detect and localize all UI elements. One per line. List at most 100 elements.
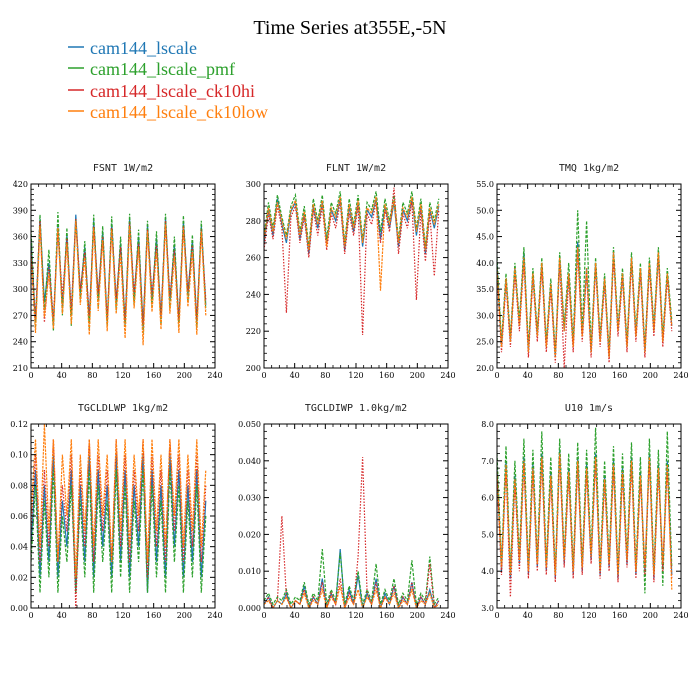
legend-item: cam144_lscale [68, 38, 197, 58]
y-tick-label: 3.0 [481, 604, 494, 613]
series-group [264, 187, 440, 335]
y-tick-label: 6.0 [481, 494, 494, 503]
y-tick-label: 360 [13, 233, 28, 242]
x-tick-label: 240 [440, 371, 455, 380]
chart-panel: FLNT 1W/m2 0 40 80 120 160 200 240 200 220 240 260 2… [246, 163, 456, 380]
x-tick-label: 120 [581, 611, 596, 620]
x-tick-label: 80 [87, 611, 97, 620]
x-tick-label: 160 [612, 611, 627, 620]
series-line [31, 454, 207, 593]
y-tick-label: 4.0 [481, 567, 494, 576]
panel-title: TGCLDIWP 1.0kg/m2 [305, 403, 407, 414]
x-tick-label: 160 [146, 611, 161, 620]
y-tick-label: 240 [246, 290, 261, 299]
x-tick-label: 40 [523, 611, 533, 620]
y-tick-label: 0.12 [10, 420, 28, 429]
panel-title: FSNT 1W/m2 [93, 163, 153, 174]
series-line [264, 191, 440, 247]
y-tick-label: 30.0 [476, 311, 494, 320]
x-tick-label: 0 [28, 611, 33, 620]
x-tick-label: 160 [146, 371, 161, 380]
y-tick-label: 0.000 [238, 604, 261, 613]
legend-label: cam144_lscale_pmf [90, 59, 235, 79]
legend-label: cam144_lscale [90, 38, 197, 58]
x-tick-label: 80 [553, 611, 563, 620]
series-group [497, 210, 673, 368]
y-tick-label: 0.020 [238, 530, 261, 539]
y-tick-label: 25.0 [476, 338, 494, 347]
y-tick-label: 270 [13, 311, 28, 320]
legend-label: cam144_lscale_ck10low [90, 102, 268, 122]
series-line [497, 247, 673, 358]
y-tick-label: 200 [246, 364, 261, 373]
y-tick-label: 0.10 [10, 451, 28, 460]
chart-panel: FSNT 1W/m2 0 40 80 120 160 200 240 210 240 270 300 3… [13, 163, 223, 380]
series-line [31, 439, 207, 608]
x-tick-label: 200 [410, 371, 425, 380]
y-tick-label: 260 [246, 254, 261, 263]
x-tick-label: 200 [643, 611, 658, 620]
y-tick-label: 45.0 [476, 233, 494, 242]
x-tick-label: 120 [581, 371, 596, 380]
x-tick-label: 40 [523, 371, 533, 380]
chart-panel: TGCLDLWP 1kg/m2 0 40 80 120 160 200 240 0.00 0.02… [10, 403, 222, 620]
x-tick-label: 200 [177, 611, 192, 620]
x-tick-label: 0 [261, 371, 266, 380]
x-tick-label: 160 [379, 371, 394, 380]
legend-item: cam144_lscale_ck10low [68, 102, 268, 122]
legend-label: cam144_lscale_ck10hi [90, 81, 255, 101]
x-tick-label: 240 [673, 611, 688, 620]
chart-panel: U10 1m/s 0 40 80 120 160 200 240 3.0 4.0 5.0 6.0 7.0… [481, 403, 688, 620]
y-tick-label: 240 [13, 338, 28, 347]
y-tick-label: 8.0 [481, 420, 494, 429]
y-tick-label: 300 [13, 285, 28, 294]
x-tick-label: 200 [177, 371, 192, 380]
series-line [31, 424, 207, 578]
x-tick-label: 160 [612, 371, 627, 380]
x-tick-label: 120 [115, 371, 130, 380]
x-tick-label: 80 [320, 371, 330, 380]
panel-title: FLNT 1W/m2 [326, 163, 386, 174]
x-tick-label: 240 [673, 371, 688, 380]
x-tick-label: 40 [57, 371, 67, 380]
x-tick-label: 40 [290, 371, 300, 380]
legend-item: cam144_lscale_pmf [68, 59, 235, 79]
x-tick-label: 200 [410, 611, 425, 620]
x-tick-label: 120 [348, 371, 363, 380]
x-tick-label: 160 [379, 611, 394, 620]
y-tick-label: 0.010 [238, 567, 261, 576]
figure-title: Time Series at355E,-5N [253, 17, 446, 39]
y-tick-label: 0.04 [10, 543, 28, 552]
y-tick-label: 300 [246, 180, 261, 189]
series-line [264, 585, 440, 608]
series-group [31, 424, 207, 608]
x-tick-label: 240 [207, 371, 222, 380]
y-tick-label: 5.0 [481, 530, 494, 539]
y-tick-label: 220 [246, 327, 261, 336]
y-tick-label: 0.00 [10, 604, 28, 613]
y-tick-label: 0.040 [238, 457, 261, 466]
y-tick-label: 0.06 [10, 512, 28, 521]
y-tick-label: 210 [13, 364, 28, 373]
x-tick-label: 0 [261, 611, 266, 620]
y-tick-label: 20.0 [476, 364, 494, 373]
x-tick-label: 80 [87, 371, 97, 380]
y-tick-label: 7.0 [481, 457, 494, 466]
panel-title: TMQ 1kg/m2 [559, 163, 619, 174]
x-tick-label: 240 [440, 611, 455, 620]
x-tick-label: 0 [494, 611, 499, 620]
series-group [264, 457, 440, 608]
x-tick-label: 40 [57, 611, 67, 620]
series-group [31, 211, 207, 346]
panel-title: TGCLDLWP 1kg/m2 [78, 403, 168, 414]
y-tick-label: 420 [13, 180, 28, 189]
chart-panel: TGCLDIWP 1.0kg/m2 0 40 80 120 160 200 240 0.000 0… [238, 403, 456, 620]
y-tick-label: 0.050 [238, 420, 261, 429]
y-tick-label: 280 [246, 217, 261, 226]
chart-panel: TMQ 1kg/m2 0 40 80 120 160 200 240 20.0 25.0 30.0 3… [476, 163, 688, 380]
x-tick-label: 80 [553, 371, 563, 380]
series-line [31, 469, 207, 593]
x-tick-label: 0 [494, 371, 499, 380]
x-tick-label: 80 [320, 611, 330, 620]
